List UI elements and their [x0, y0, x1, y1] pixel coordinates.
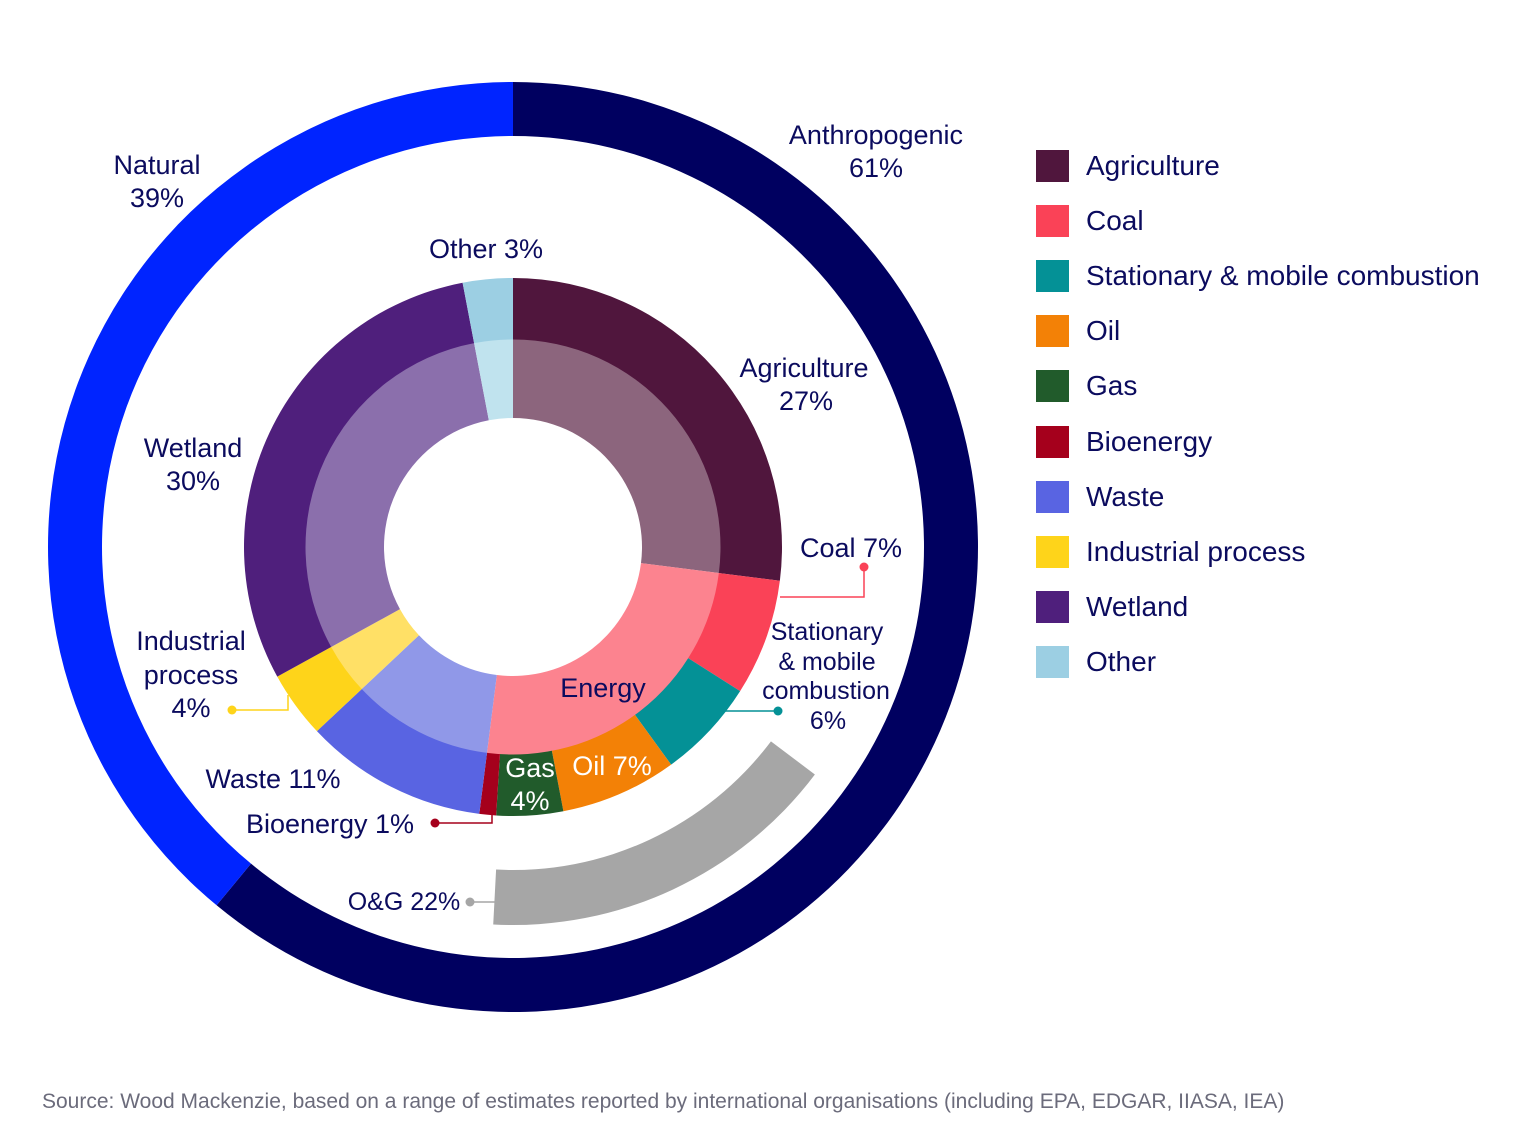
bioenergy-leader — [435, 812, 493, 824]
label-industrial-pct: 4% — [171, 693, 210, 723]
coal-leader-dot — [859, 562, 869, 572]
legend-item: Agriculture — [1036, 138, 1480, 193]
label-stationary-1: Stationary — [771, 618, 884, 646]
legend: Agriculture Coal Stationary & mobile combu… — [1036, 138, 1480, 690]
label-bioenergy: Bioenergy 1% — [246, 809, 414, 839]
label-agriculture: Agriculture — [739, 353, 868, 383]
bioenergy-leader-dot — [430, 818, 440, 828]
inner-slice-stationary-mobile-combustion — [634, 657, 741, 765]
label-gas: Gas — [505, 753, 555, 783]
label-oil: Oil 7% — [572, 751, 652, 781]
data-labels: Anthropogenic 61% Natural 39% Other 3% A… — [113, 120, 963, 916]
label-energy: Energy — [560, 673, 646, 703]
label-wetland-pct: 30% — [166, 466, 220, 496]
middle-slice-other — [474, 339, 513, 421]
label-wetland: Wetland — [144, 433, 243, 463]
leader-lines — [227, 562, 869, 907]
legend-item: Oil — [1036, 304, 1480, 359]
legend-label: Agriculture — [1086, 149, 1220, 181]
inner-slice-coal — [687, 572, 780, 692]
industrial-leader — [232, 695, 289, 711]
inner-slice-other — [462, 278, 513, 344]
label-anthropogenic: Anthropogenic — [789, 120, 963, 150]
inner-slice-waste — [316, 688, 488, 814]
label-natural-pct: 39% — [130, 183, 184, 213]
stationary-leader-dot — [773, 706, 783, 716]
legend-label: Coal — [1086, 204, 1144, 236]
legend-label: Gas — [1086, 370, 1138, 402]
industrial-leader-dot — [227, 705, 237, 715]
label-industrial-1: Industrial — [136, 626, 246, 656]
legend-swatch — [1036, 425, 1069, 458]
legend-swatch — [1036, 535, 1069, 568]
legend-item: Bioenergy — [1036, 414, 1480, 469]
inner-slice-industrial-process — [277, 646, 363, 732]
label-stationary-3: combustion — [762, 677, 890, 705]
legend-label: Stationary & mobile combustion — [1086, 259, 1480, 291]
legend-item: Other — [1036, 635, 1480, 690]
label-coal: Coal 7% — [800, 533, 902, 563]
legend-item: Gas — [1036, 359, 1480, 414]
label-anthropogenic-pct: 61% — [849, 153, 903, 183]
label-stationary-2: & mobile — [778, 648, 875, 676]
label-agriculture-pct: 27% — [779, 386, 833, 416]
label-og: O&G 22% — [348, 888, 461, 916]
inner-slice-gas — [496, 750, 564, 816]
legend-label: Other — [1086, 646, 1157, 678]
legend-swatch — [1036, 204, 1069, 237]
legend-item: Coal — [1036, 193, 1480, 248]
label-stationary-pct: 6% — [810, 707, 846, 735]
legend-swatch — [1036, 646, 1069, 679]
label-natural: Natural — [113, 150, 200, 180]
legend-item: Stationary & mobile combustion — [1036, 248, 1480, 303]
legend-item: Waste — [1036, 469, 1480, 524]
legend-swatch — [1036, 315, 1069, 348]
legend-item: Industrial process — [1036, 524, 1480, 579]
legend-swatch — [1036, 480, 1069, 513]
label-industrial-2: process — [144, 660, 239, 690]
middle-slice-wetland — [305, 343, 489, 647]
middle-slice-energy — [486, 563, 719, 755]
og-bracket-arc — [493, 741, 815, 925]
legend-swatch — [1036, 149, 1069, 182]
legend-item: Wetland — [1036, 580, 1480, 635]
legend-label: Oil — [1086, 315, 1121, 347]
inner-slice-wetland — [243, 282, 475, 677]
middle-slice-agriculture — [513, 339, 721, 574]
legend-label: Industrial process — [1086, 535, 1306, 567]
legend-label: Bioenergy — [1086, 425, 1213, 457]
inner-slice-bioenergy — [479, 752, 501, 816]
legend-label: Waste — [1086, 480, 1165, 512]
legend-swatch — [1036, 370, 1069, 403]
og-leader-dot — [465, 897, 475, 907]
legend-label: Wetland — [1086, 591, 1189, 623]
outer-slice-natural — [47, 82, 513, 906]
inner-slice-oil — [551, 714, 672, 812]
label-other: Other 3% — [429, 234, 543, 264]
inner-slice-agriculture — [513, 278, 782, 581]
legend-swatch — [1036, 591, 1069, 624]
outer-slice-anthropogenic — [216, 82, 978, 1012]
legend-swatch — [1036, 259, 1069, 292]
label-waste: Waste 11% — [205, 764, 340, 794]
middle-slice-industrial-process — [331, 609, 419, 690]
middle-slice-waste — [361, 635, 497, 753]
source-note: Source: Wood Mackenzie, based on a range… — [42, 1090, 1285, 1113]
coal-leader — [780, 567, 865, 598]
label-gas-pct: 4% — [510, 786, 549, 816]
